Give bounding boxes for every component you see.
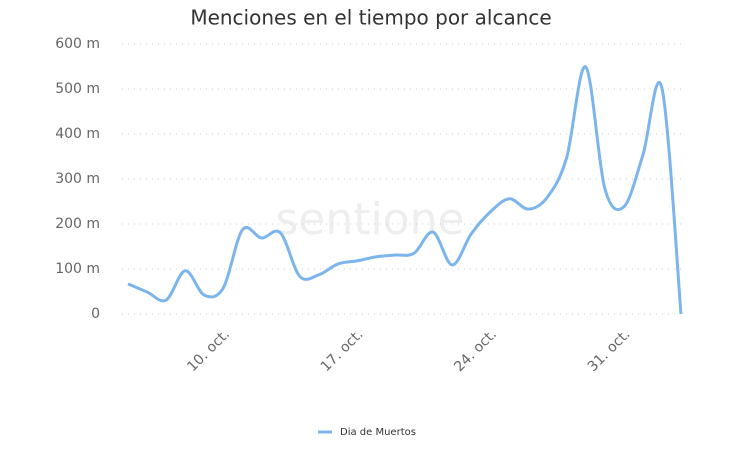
legend-label: Dia de Muertos <box>340 427 416 438</box>
x-tick-label: 17. oct. <box>318 326 367 375</box>
y-tick-label: 600 m <box>55 36 100 52</box>
chart-title: Menciones en el tiempo por alcance <box>190 6 551 30</box>
x-tick-label: 10. oct. <box>184 326 233 375</box>
y-tick-label: 400 m <box>55 126 100 142</box>
y-tick-label: 300 m <box>55 171 100 187</box>
x-tick-label: 31. oct. <box>585 326 634 375</box>
y-tick-label: 200 m <box>55 216 100 232</box>
x-tick-label: 24. oct. <box>451 326 500 375</box>
y-tick-label: 100 m <box>55 261 100 277</box>
y-tick-label: 500 m <box>55 81 100 97</box>
y-tick-label: 0 <box>91 306 100 322</box>
line <box>127 65 683 315</box>
watermark: sentione <box>275 194 464 245</box>
